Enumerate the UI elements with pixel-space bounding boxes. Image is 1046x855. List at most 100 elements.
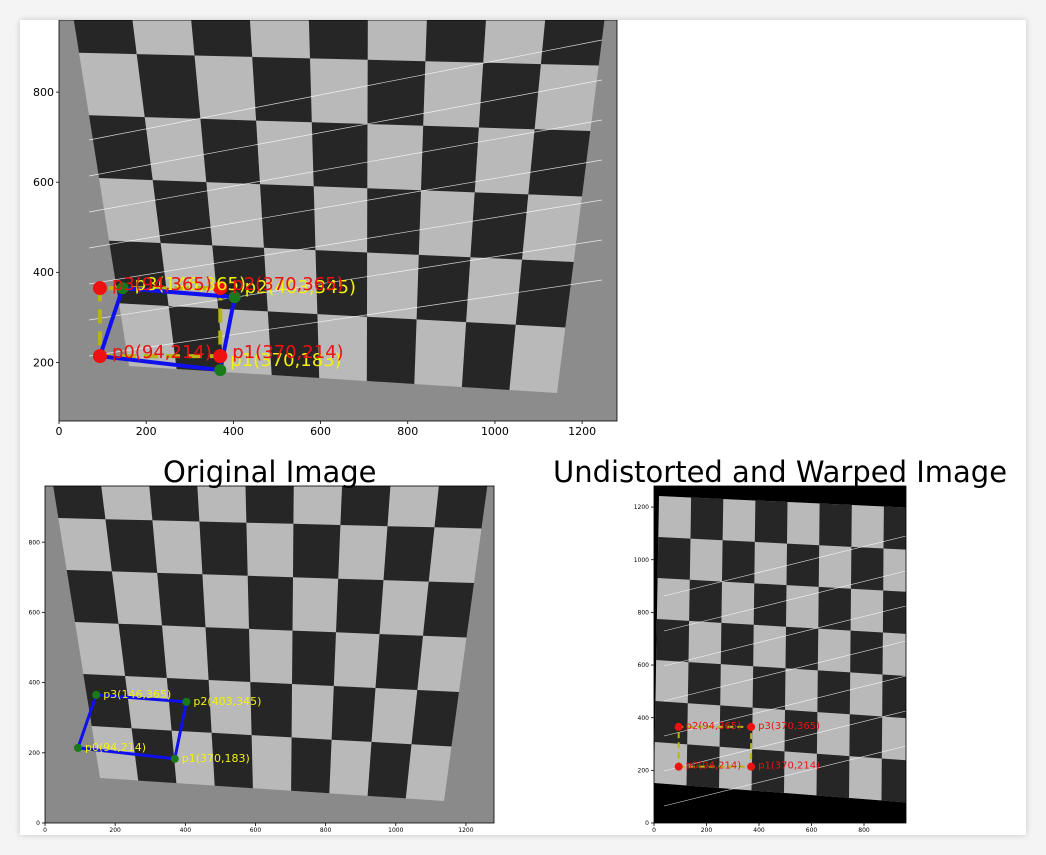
original-point-label: p3(146,365) (103, 688, 171, 701)
board-square (479, 63, 541, 130)
warped-point-label: p0(94,214) (686, 761, 742, 772)
warped-ytick-label: 600 (638, 662, 650, 669)
board-square (189, 20, 253, 57)
board-square (817, 670, 850, 714)
original-point-label: p0(94,214) (85, 741, 146, 754)
original-xtick-label: 400 (180, 827, 192, 834)
original-image: p0(94,214) p1(370,183) p2(403,345) p3(146,3… (45, 466, 494, 823)
dst-point (93, 281, 107, 295)
warped-ytick-label: 1200 (634, 504, 649, 511)
warped-xtick-label: 200 (701, 827, 713, 834)
board-square (199, 522, 247, 576)
board-square (119, 624, 167, 678)
overlay-axes: p1(370,183) p2(403,345)p3(146,365) p0(94,2… (33, 20, 617, 438)
original-point-label: p2(403,345) (193, 695, 261, 708)
warped-xtick-label: 0 (652, 827, 656, 834)
board-square (376, 634, 424, 690)
board-square (721, 623, 754, 666)
original-xtick-label: 1200 (458, 827, 473, 834)
overlay-ytick-label: 800 (33, 86, 54, 99)
board-square (691, 498, 724, 541)
original-ytick-label: 0 (36, 820, 40, 827)
overlay-ytick-label: 600 (33, 176, 54, 189)
board-square (308, 20, 368, 60)
warped-xtick-label: 800 (858, 827, 870, 834)
board-square (722, 540, 755, 583)
board-square (850, 631, 883, 675)
original-xtick-label: 0 (43, 827, 47, 834)
original-ytick-label: 800 (29, 539, 41, 546)
board-square (367, 317, 417, 384)
original-xtick-label: 1000 (388, 827, 403, 834)
board-square (412, 690, 460, 747)
board-square (105, 519, 157, 573)
overlay-xtick-label: 600 (310, 425, 331, 438)
board-square (753, 666, 786, 710)
warped-ytick-label: 400 (638, 715, 650, 722)
board-square (291, 737, 332, 793)
warped-image: p0(94,214) p1(370,214) p2(94,365) p3(370,36… (654, 486, 916, 823)
original-xtick-label: 800 (320, 827, 332, 834)
board-square (883, 591, 916, 635)
board-square (462, 322, 516, 390)
board-square (250, 682, 292, 737)
original-image-title: Original Image (163, 458, 377, 487)
warped-point (675, 723, 683, 731)
board-square (368, 742, 412, 799)
board-square (336, 579, 384, 634)
figure-canvas: p1(370,183) p2(403,345) p3(146,365) p0(94,2… (20, 20, 1026, 835)
overlay-xtick-label: 200 (136, 425, 157, 438)
board-square (252, 57, 312, 122)
board-square (384, 526, 435, 581)
board-square (882, 675, 915, 719)
warped-point-label: p2(94,365) (686, 721, 742, 732)
warped-point-label: p1(370,214) (758, 761, 820, 772)
original-point (74, 744, 82, 752)
board-square (470, 192, 528, 259)
overlay-plot: p1(370,183)p2(403,345)p3(146,365)p0(94,2… (20, 20, 1026, 835)
original-xtick-label: 200 (109, 827, 121, 834)
board-square (817, 754, 850, 798)
board-square (516, 260, 574, 328)
board-square (312, 122, 368, 188)
board-square (368, 60, 426, 126)
warped-ytick-label: 1000 (634, 557, 649, 564)
overlay-ytick-label: 200 (33, 356, 54, 369)
dst-point-label: p0(94,214) (112, 342, 212, 363)
board-square (137, 54, 201, 119)
board-square (658, 537, 691, 580)
original-ytick-label: 400 (29, 680, 41, 687)
board-square (541, 20, 607, 65)
warped-point (747, 763, 755, 771)
warped-ytick-label: 200 (638, 767, 650, 774)
board-square (882, 759, 915, 804)
overlay-ytick-label: 400 (33, 266, 54, 279)
original-point (182, 698, 190, 706)
board-square (787, 544, 820, 587)
warped-point (747, 723, 755, 731)
board-square (755, 501, 788, 544)
board-square (851, 547, 884, 591)
original-point (171, 755, 179, 763)
warped-ytick-label: 0 (645, 820, 649, 827)
dst-point (93, 349, 107, 363)
board-square (435, 473, 490, 528)
warped-point (675, 763, 683, 771)
src-point (214, 364, 226, 376)
overlay-xtick-label: 400 (223, 425, 244, 438)
overlay-xtick-label: 0 (56, 425, 63, 438)
board-square (754, 583, 787, 626)
board-square (819, 504, 852, 547)
overlay-xtick-label: 800 (397, 425, 418, 438)
board-square (69, 20, 137, 54)
board-square (67, 570, 119, 624)
board-square (423, 582, 474, 638)
original-point (92, 691, 100, 699)
warped-image-title: Undistorted and Warped Image (553, 458, 1007, 487)
overlay-xtick-label: 1000 (481, 425, 509, 438)
warped-ytick-label: 800 (638, 609, 650, 616)
board-square (200, 119, 260, 184)
original-ytick-label: 600 (29, 609, 41, 616)
warped-point-label: p3(370,365) (758, 721, 820, 732)
warped-axes: p0(94,214) p1(370,214) p2(94,365) p3(370,36… (634, 486, 916, 834)
